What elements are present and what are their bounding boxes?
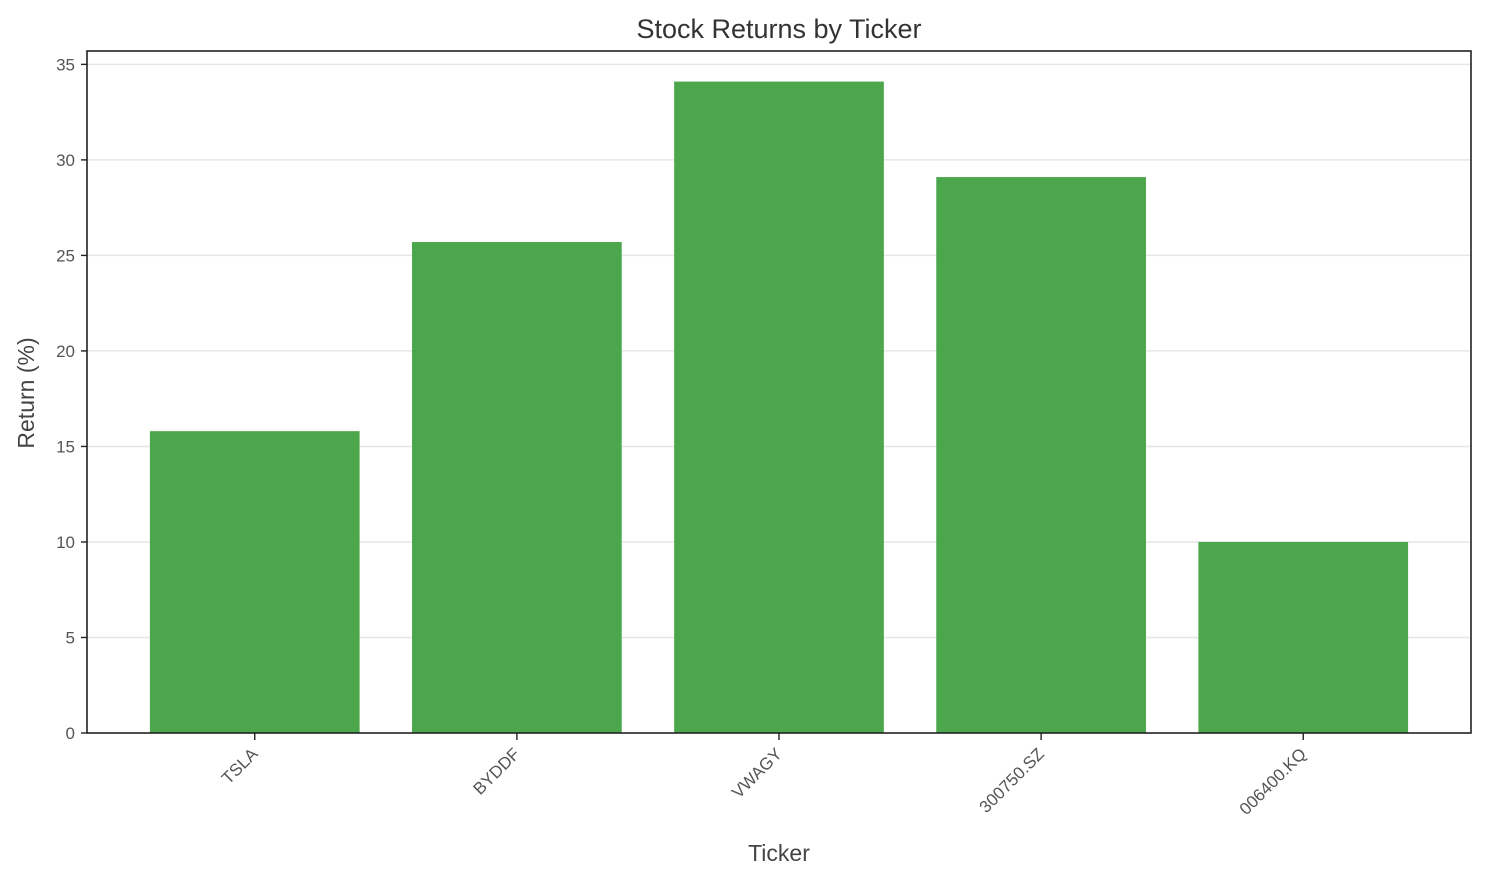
bar-300750.SZ xyxy=(936,177,1146,733)
bar-VWAGY xyxy=(674,81,884,734)
bar-006400.KQ xyxy=(1198,541,1409,733)
chart-title: Stock Returns by Ticker xyxy=(636,14,921,44)
bar-TSLA xyxy=(149,431,360,733)
x-axis-ticks: TSLA BYDDF VWAGY 300750.SZ 006400.KQ xyxy=(218,733,1310,819)
x-tick-label: BYDDF xyxy=(470,744,524,798)
x-tick-label: VWAGY xyxy=(728,744,786,802)
y-tick-label: 35 xyxy=(56,55,75,74)
y-tick-label: 0 xyxy=(66,724,75,743)
y-axis-ticks: 0 5 10 15 20 25 30 35 xyxy=(56,55,87,743)
x-tick-label: 006400.KQ xyxy=(1236,744,1310,818)
bar-BYDDF xyxy=(412,242,622,733)
x-axis-label: Ticker xyxy=(748,840,810,866)
y-tick-label: 30 xyxy=(56,151,75,170)
y-tick-label: 10 xyxy=(56,533,75,552)
x-tick-label: TSLA xyxy=(218,744,262,788)
y-tick-label: 25 xyxy=(56,246,75,265)
x-tick-label: 300750.SZ xyxy=(976,744,1048,816)
y-tick-label: 5 xyxy=(66,628,75,647)
y-axis-label: Return (%) xyxy=(13,337,39,448)
y-tick-label: 20 xyxy=(56,342,75,361)
bars xyxy=(149,81,1409,734)
y-tick-label: 15 xyxy=(56,437,75,456)
